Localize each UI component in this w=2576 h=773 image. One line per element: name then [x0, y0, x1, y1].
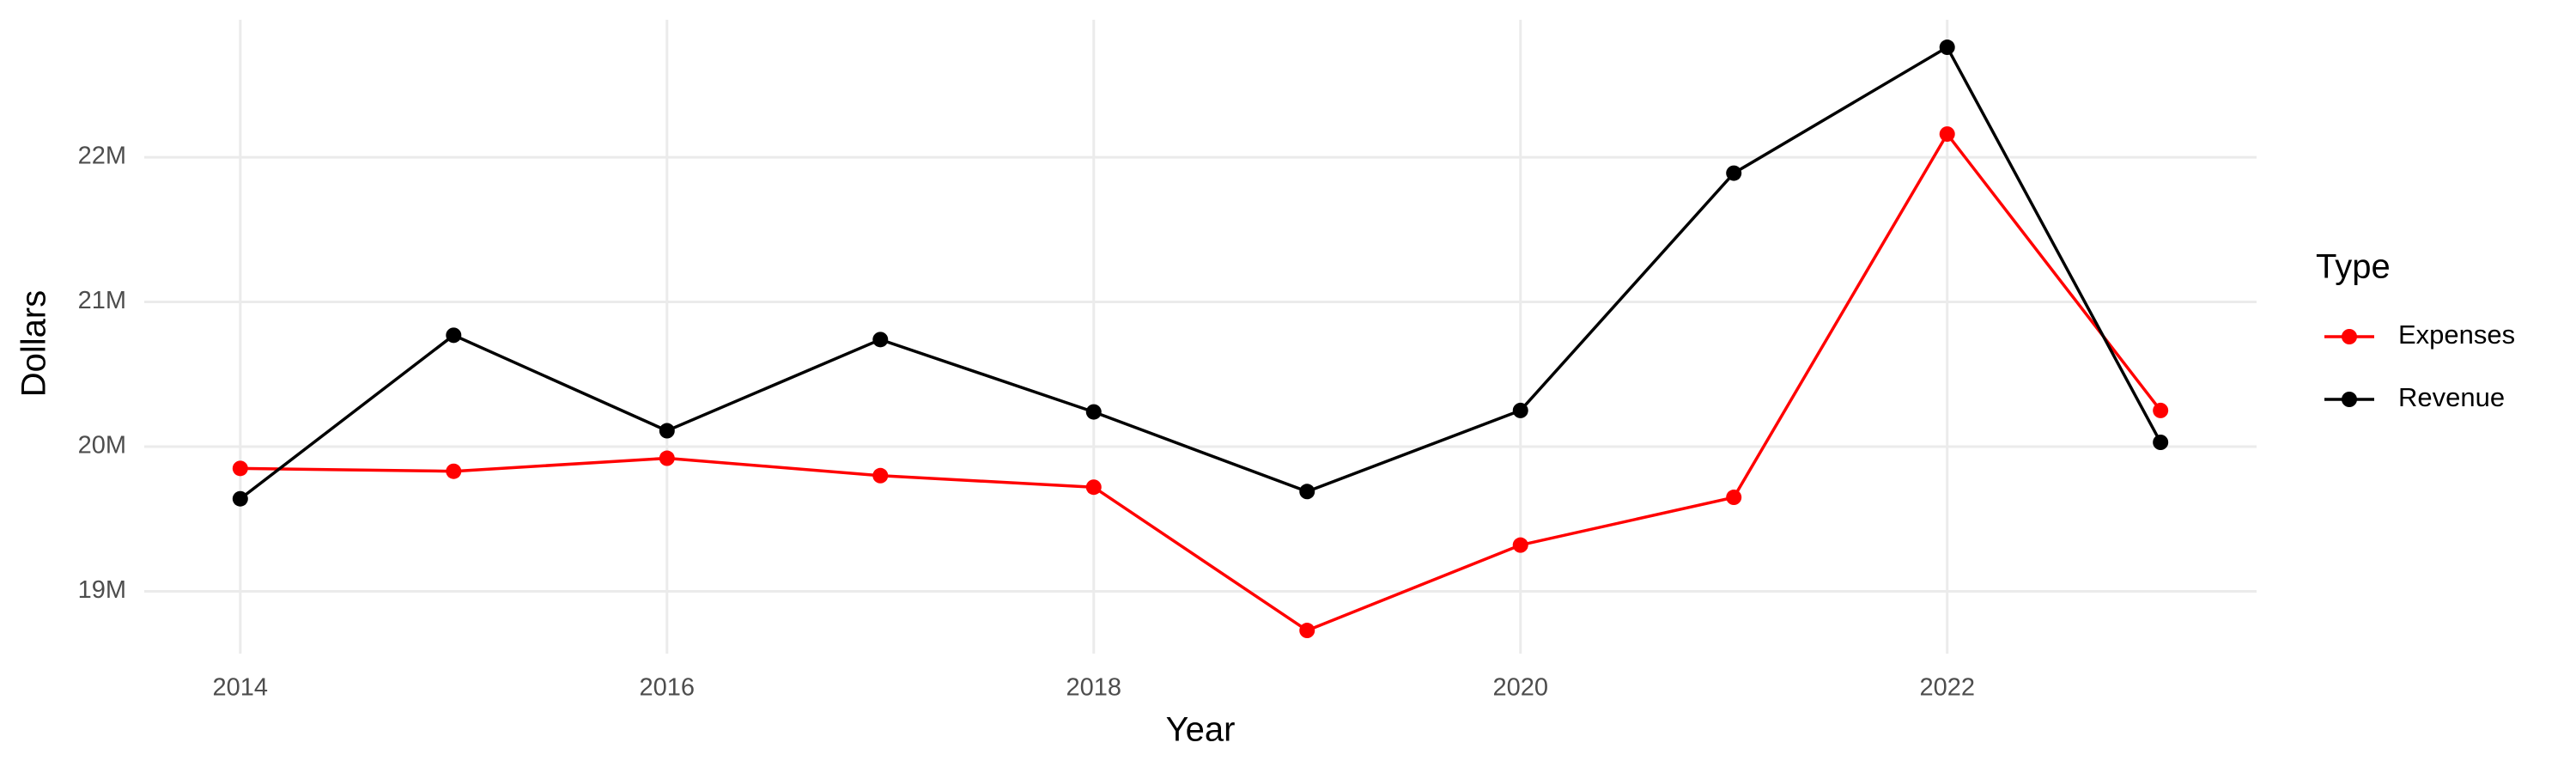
data-point	[1939, 126, 1955, 143]
data-point	[659, 423, 675, 439]
series-line	[240, 131, 2162, 633]
x-tick-label: 2016	[640, 674, 696, 702]
y-tick-label: 20M	[78, 432, 126, 460]
grid	[144, 20, 2257, 654]
legend-key-point	[2342, 329, 2357, 344]
data-point	[1726, 490, 1742, 506]
legend-label: Revenue	[2398, 382, 2505, 412]
x-tick-label: 2018	[1066, 674, 1121, 702]
data-point	[872, 467, 889, 484]
y-axis-title: Dollars	[15, 290, 53, 397]
data-point	[2153, 435, 2169, 450]
data-point	[1085, 479, 1102, 496]
data-point	[659, 450, 675, 466]
x-tick-label: 2022	[1919, 674, 1975, 702]
legend-key-point	[2342, 392, 2357, 407]
data-point	[1085, 404, 1102, 420]
data-point	[1512, 402, 1528, 418]
series-line	[239, 45, 2162, 501]
data-point	[1726, 165, 1742, 181]
data-point	[446, 463, 462, 479]
data-point	[232, 490, 248, 507]
legend-title: Type	[2316, 248, 2391, 286]
data-point	[1299, 623, 1315, 639]
x-tick-label: 2014	[213, 674, 269, 702]
data-point	[1299, 484, 1315, 500]
y-tick-label: 19M	[78, 576, 126, 604]
x-axis-title: Year	[1166, 711, 1236, 749]
y-tick-label: 22M	[78, 143, 126, 170]
data-point	[1939, 40, 1955, 56]
data-point	[446, 327, 462, 344]
legend-label: Expenses	[2398, 320, 2515, 350]
y-tick-label: 21M	[78, 287, 126, 314]
data-point	[2153, 402, 2169, 418]
x-tick-label: 2020	[1492, 674, 1548, 702]
data-point	[232, 460, 248, 477]
data-point	[1512, 537, 1528, 553]
data-point	[872, 332, 889, 348]
